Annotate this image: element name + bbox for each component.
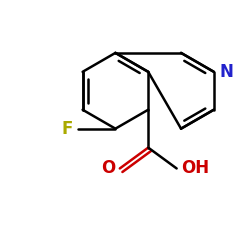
Text: OH: OH	[182, 160, 210, 178]
Text: N: N	[220, 63, 234, 81]
Text: O: O	[101, 160, 115, 178]
Text: F: F	[61, 120, 73, 138]
